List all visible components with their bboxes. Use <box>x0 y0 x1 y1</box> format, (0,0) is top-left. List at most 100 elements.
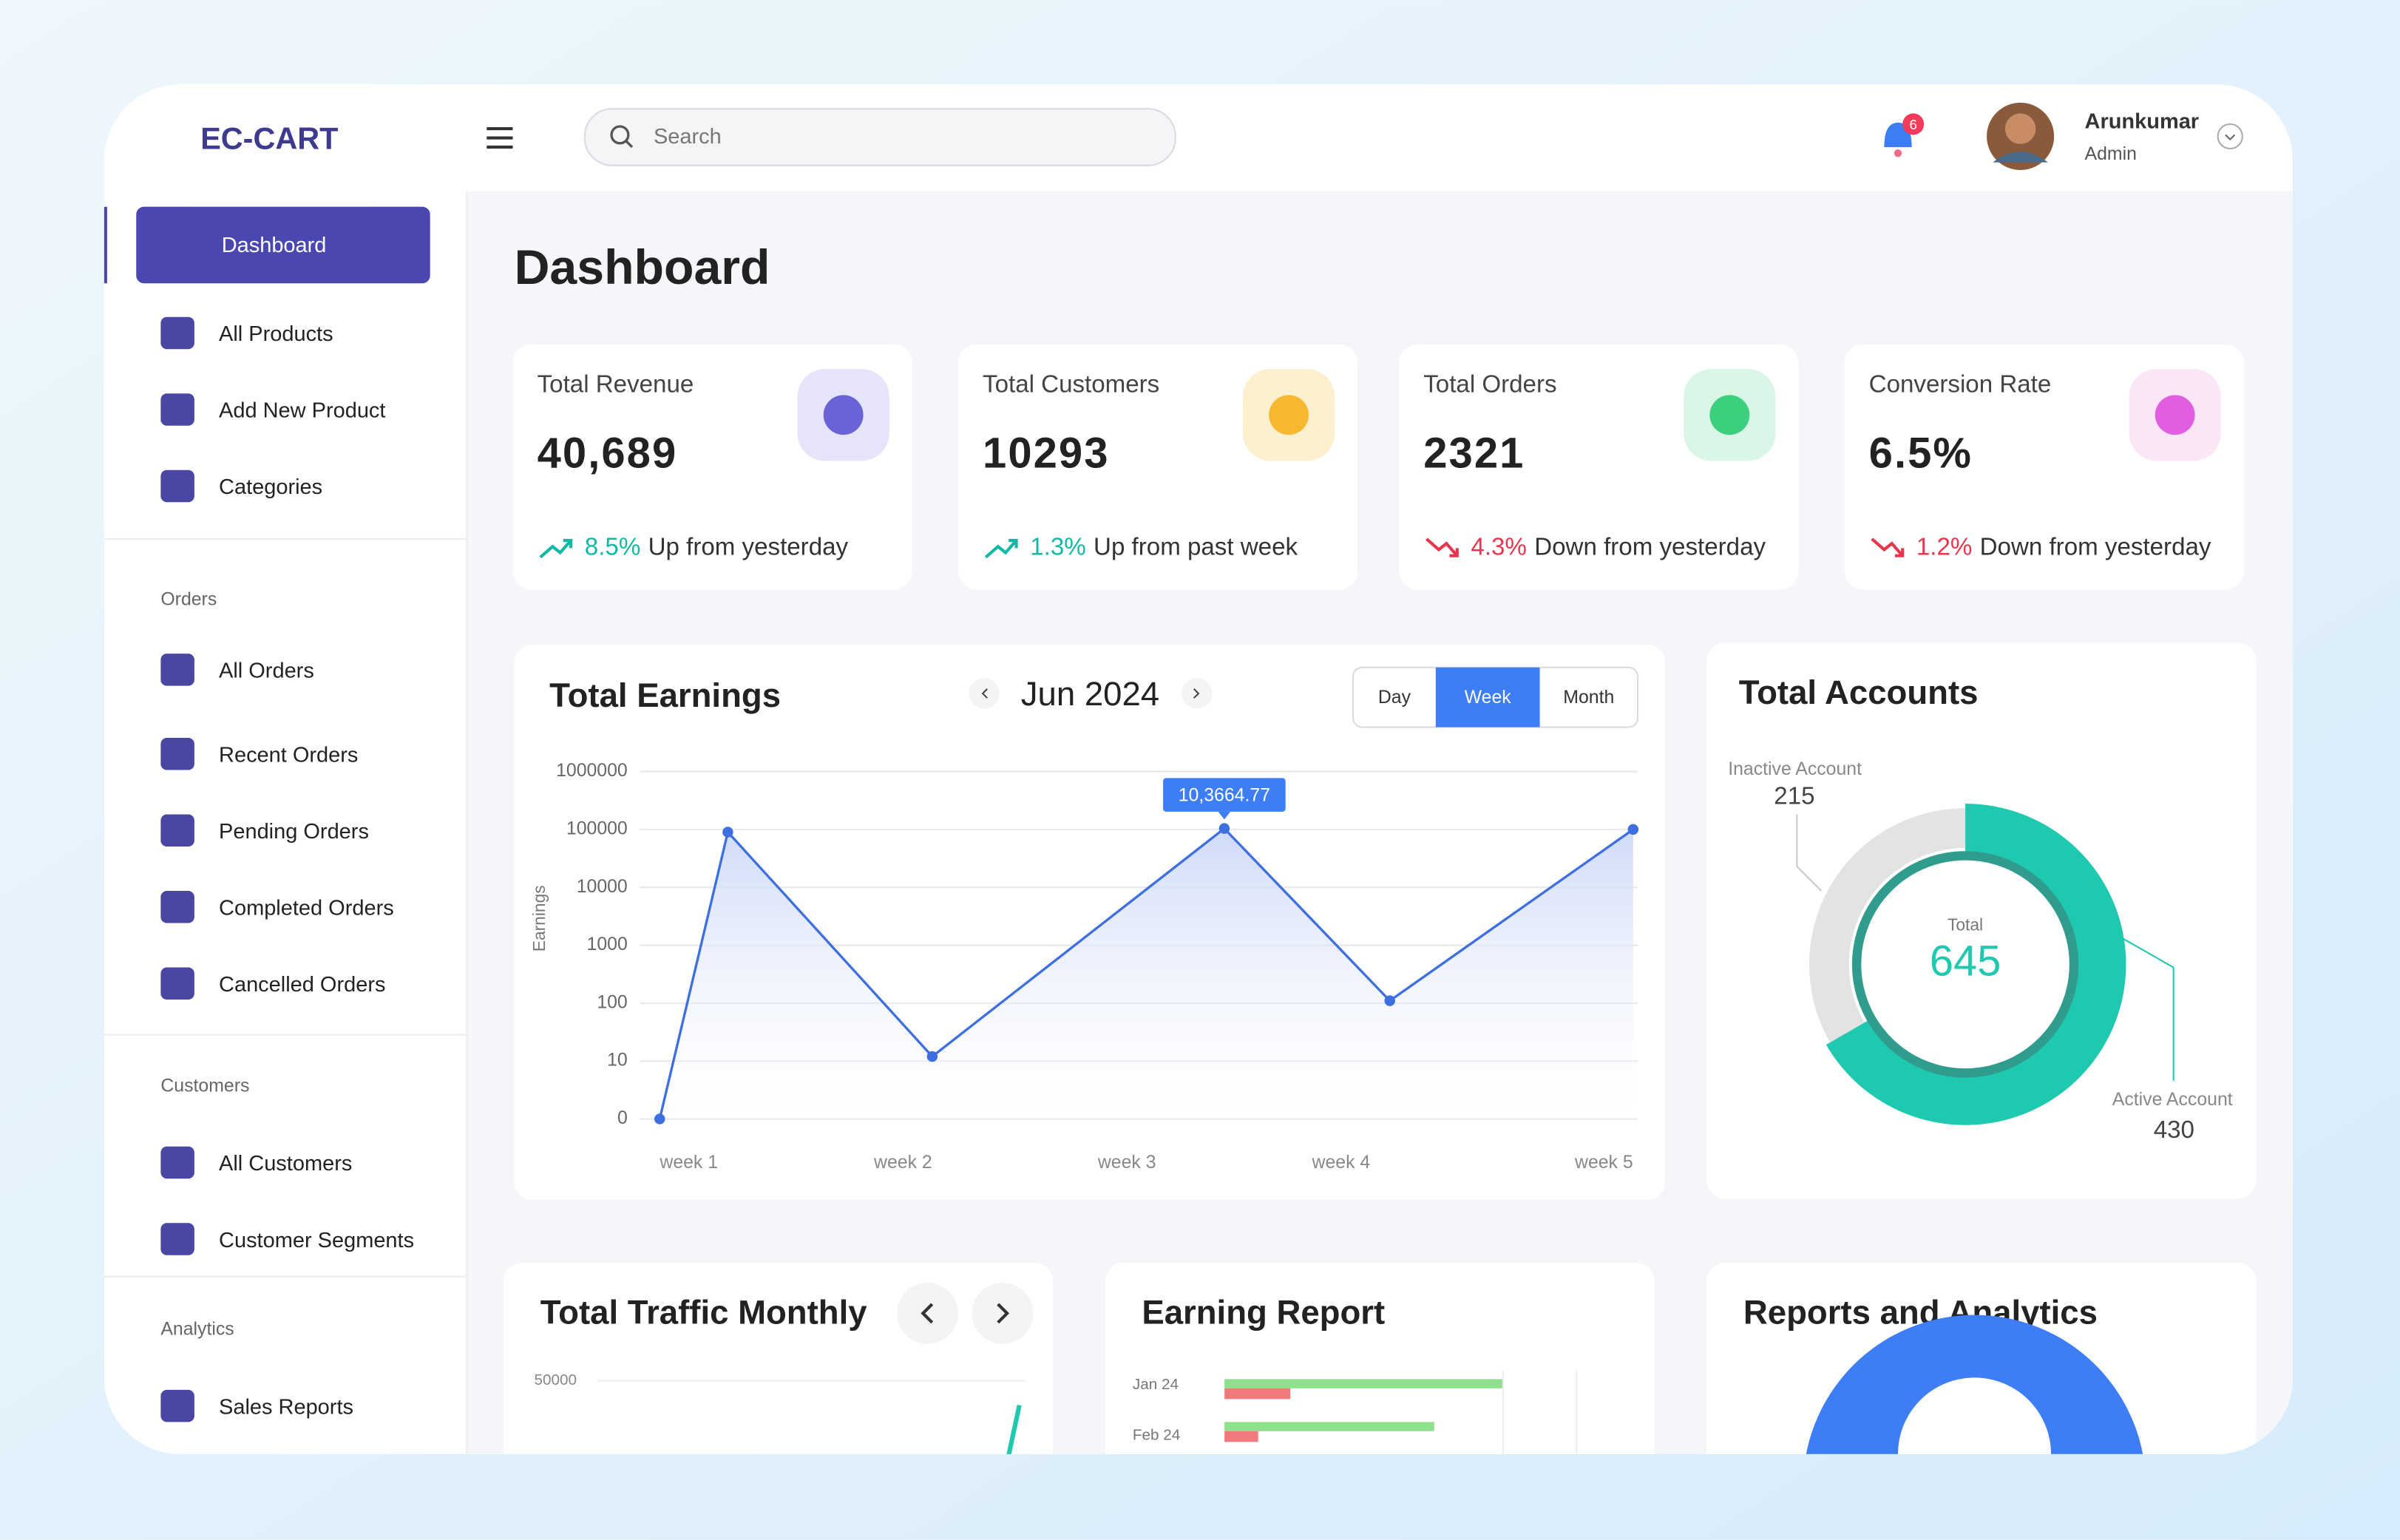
sidebar-icon <box>160 738 194 770</box>
traffic-line <box>1003 1404 1022 1454</box>
stat-icon <box>823 395 864 435</box>
report-row-label: Jan 24 <box>1133 1376 1179 1393</box>
stat-change: 4.3% Down from yesterday <box>1471 533 1766 560</box>
tooltip-pointer <box>1218 811 1231 820</box>
value-tooltip <box>1163 778 1286 812</box>
stat-change: 1.2% Down from yesterday <box>1916 533 2211 560</box>
stat-icon <box>1269 395 1309 435</box>
change-note: Up from yesterday <box>648 533 849 560</box>
earnings-point <box>1627 824 1639 835</box>
earnings-point <box>654 1113 665 1125</box>
change-value: 1.2% <box>1916 533 1972 560</box>
period-nav[interactable] <box>969 678 1000 709</box>
period-nav[interactable] <box>1182 678 1213 709</box>
sidebar-item-label: All Products <box>219 322 333 346</box>
sidebar-icon <box>160 469 194 503</box>
sidebar-active-label: Dashboard <box>222 234 327 257</box>
logo[interactable]: EC-CART <box>200 122 338 156</box>
sidebar-item-label: Completed Orders <box>219 897 394 920</box>
leader-line <box>1796 814 1823 892</box>
sidebar-icon <box>160 654 194 686</box>
y-tick-label: 1000000 <box>556 761 628 781</box>
stat-icon <box>1709 395 1750 435</box>
y-tick-label: 1000 <box>587 934 628 954</box>
report-bar <box>1224 1431 1258 1442</box>
x-tick-label: week 5 <box>1574 1153 1633 1173</box>
sidebar-item-label: All Customers <box>219 1152 352 1176</box>
chevron <box>2225 134 2236 141</box>
stat-change: 8.5% Up from yesterday <box>585 533 849 560</box>
accounts-title: Total Accounts <box>1739 674 1979 711</box>
stat-title: Total Revenue <box>538 371 694 398</box>
y-tick-label: 10 <box>607 1051 628 1071</box>
range-option[interactable] <box>1435 667 1540 727</box>
trend-arrow <box>1871 537 1905 557</box>
donut-total: 645 <box>1930 938 2001 986</box>
card-title: Earning Report <box>1142 1294 1385 1332</box>
change-note: Up from past week <box>1094 533 1298 560</box>
x-tick-label: week 3 <box>1097 1153 1156 1173</box>
search-icon <box>610 125 630 145</box>
traffic-nav[interactable] <box>897 1283 958 1344</box>
traffic-nav[interactable] <box>972 1283 1034 1344</box>
y-tick-label: 100 <box>597 992 627 1012</box>
sidebar-item-label: All Orders <box>219 659 314 683</box>
sidebar-item-label: Customer Segments <box>219 1229 414 1252</box>
sidebar-icon <box>160 1223 194 1255</box>
notification-badge <box>1902 113 1925 135</box>
reports-pie <box>1806 1315 2143 1454</box>
stat-icon <box>2155 395 2195 435</box>
sidebar-icon <box>160 967 194 1000</box>
donut-inner-ring <box>1851 851 2079 1078</box>
sidebar-icon <box>160 814 194 847</box>
sidebar-section-title: Analytics <box>160 1320 234 1340</box>
earnings-line <box>658 827 1634 1119</box>
change-note: Down from yesterday <box>1980 533 2211 560</box>
app-frame: EC-CART Search 6 Arunkumar Admin Dashboa… <box>104 84 2294 1454</box>
stat-change: 1.3% Up from past week <box>1030 533 1298 560</box>
y-tick-label: 100000 <box>566 818 628 838</box>
menu-button[interactable] <box>487 127 513 149</box>
report-bar <box>1224 1388 1291 1400</box>
earnings-area <box>660 828 1633 1119</box>
trend-arrow <box>984 538 1018 559</box>
earnings-point <box>1218 823 1230 834</box>
avatar-face <box>2004 113 2036 144</box>
search-placeholder: Search <box>654 125 722 149</box>
legend-label: Active Account <box>2112 1090 2233 1110</box>
range-option-label: Week <box>1465 688 1512 708</box>
sidebar-item-label: Categories <box>219 475 322 499</box>
sidebar-active-item[interactable] <box>136 206 430 284</box>
sidebar-section-title: Customers <box>160 1076 249 1096</box>
avatar-body <box>1993 152 2048 163</box>
notification-count: 6 <box>1910 117 1917 132</box>
change-value: 8.5% <box>585 533 640 560</box>
bottom-card <box>1105 1263 1655 1454</box>
traffic-nav-icon <box>921 1303 934 1324</box>
bell-clapper <box>1894 149 1902 157</box>
sidebar-icon <box>160 393 194 426</box>
user-menu-toggle[interactable] <box>2217 123 2243 150</box>
sidebar-item-label: Cancelled Orders <box>219 973 385 997</box>
change-value: 1.3% <box>1030 533 1085 560</box>
trend-arrow <box>1426 537 1459 557</box>
earnings-title: Total Earnings <box>549 676 781 714</box>
range-option-label: Month <box>1563 688 1614 708</box>
user-name: Arunkumar <box>2085 109 2200 133</box>
period-label: Jun 2024 <box>1021 675 1159 713</box>
y-tick-label: 0 <box>617 1108 628 1128</box>
traffic-y-tick: 50000 <box>534 1371 577 1388</box>
stat-title: Total Orders <box>1423 371 1556 398</box>
earnings-point <box>722 827 733 838</box>
sidebar-item-label: Recent Orders <box>219 744 358 767</box>
active-indicator <box>104 206 107 284</box>
page-title: Dashboard <box>515 240 770 295</box>
change-note: Down from yesterday <box>1534 533 1766 560</box>
legend-value: 215 <box>1774 783 1814 810</box>
sidebar-item-label: Pending Orders <box>219 820 369 844</box>
search-box[interactable] <box>583 108 1176 166</box>
sidebar-item-label: Add New Product <box>219 399 385 423</box>
legend-label: Inactive Account <box>1728 759 1862 779</box>
